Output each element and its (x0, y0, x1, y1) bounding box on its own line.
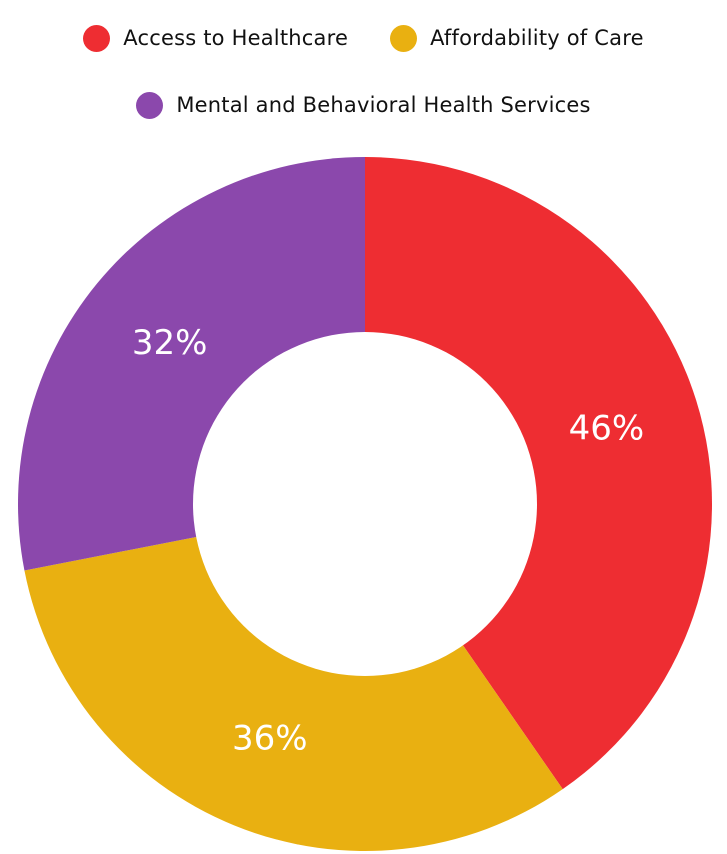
legend-row-1: Access to Healthcare Affordability of Ca… (0, 20, 727, 56)
chart-legend: Access to Healthcare Affordability of Ca… (0, 0, 727, 140)
legend-item-access: Access to Healthcare (83, 24, 349, 52)
slice-label-affordability: 36% (232, 718, 308, 758)
legend-item-affordability: Affordability of Care (390, 24, 644, 52)
donut-hole (193, 332, 537, 676)
legend-label-access: Access to Healthcare (123, 26, 349, 50)
legend-label-mental-health: Mental and Behavioral Health Services (176, 93, 591, 117)
slice-label-access: 46% (569, 408, 645, 448)
legend-swatch-affordability (390, 24, 418, 52)
donut-slice-labels: 46% 36% 32% (132, 323, 644, 758)
legend-row-2: Mental and Behavioral Health Services (0, 87, 727, 123)
donut-slice-access (365, 157, 713, 790)
slice-label-mental-health: 32% (132, 323, 208, 363)
legend-swatch-mental-health (136, 91, 164, 119)
legend-item-mental-health: Mental and Behavioral Health Services (136, 91, 591, 119)
legend-swatch-access (83, 24, 111, 52)
legend-label-affordability: Affordability of Care (430, 26, 644, 50)
donut-slice-affordability (24, 504, 563, 851)
